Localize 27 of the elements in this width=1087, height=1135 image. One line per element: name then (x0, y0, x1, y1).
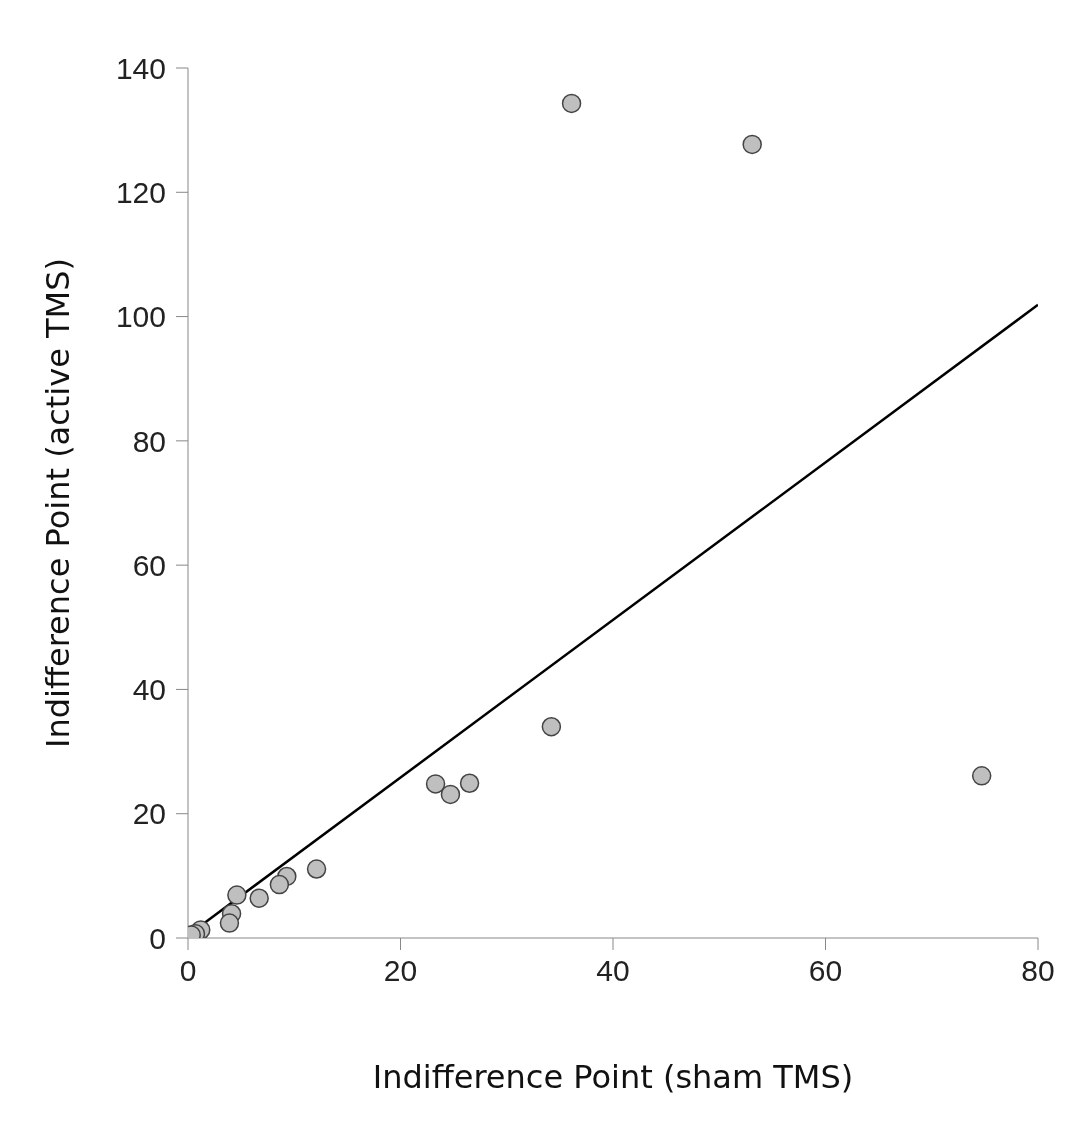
y-tick-label: 60 (132, 548, 166, 582)
x-tick-label: 80 (1021, 954, 1055, 988)
point (425, 774, 446, 794)
y-tick-label: 140 (115, 51, 166, 85)
y-tick-label: 120 (115, 175, 166, 209)
point (269, 874, 290, 895)
point (249, 888, 269, 908)
x-tick-label: 40 (596, 954, 630, 988)
y-tick-label: 0 (149, 921, 166, 955)
point (561, 93, 582, 114)
y-tick-label: 100 (115, 300, 166, 334)
x-tick-label: 20 (383, 954, 418, 988)
x-tick-label: 0 (179, 954, 197, 988)
point (219, 913, 240, 933)
point (227, 885, 247, 905)
y-tick-label: 40 (132, 673, 166, 707)
point (742, 134, 762, 155)
point (459, 773, 480, 794)
y-tick-label: 20 (132, 797, 166, 831)
point (541, 716, 562, 737)
point (440, 784, 461, 805)
x-tick-label: 60 (808, 954, 843, 988)
x-axis-title: Indifference Point (sham TMS) (372, 1058, 854, 1096)
y-tick-label: 80 (132, 424, 166, 458)
point (306, 859, 327, 879)
y-axis-title: Indifference Point (active TMS) (39, 257, 78, 749)
point (971, 766, 992, 786)
